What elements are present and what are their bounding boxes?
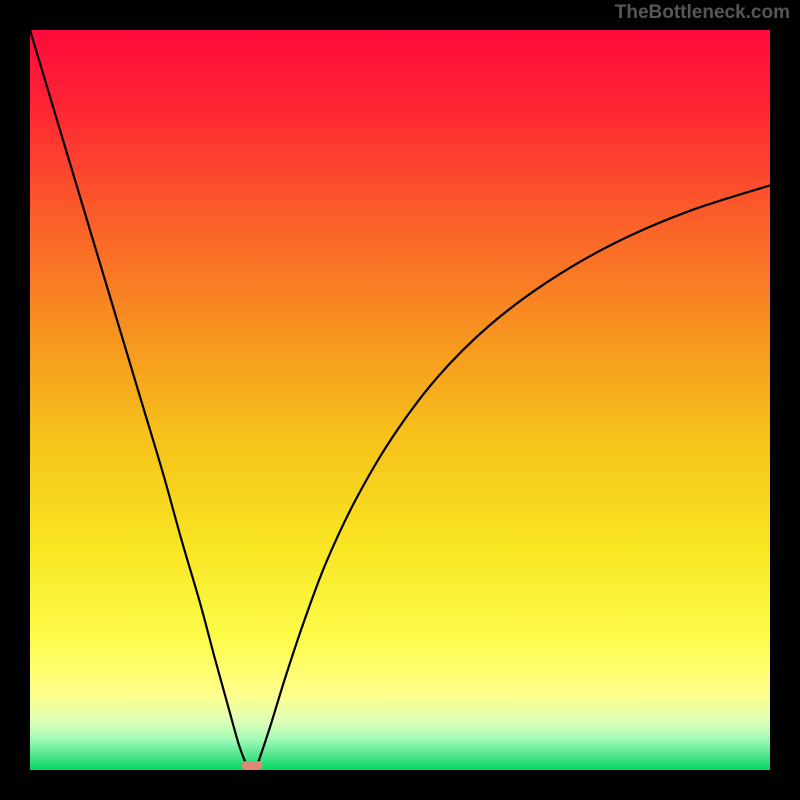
left-curve <box>30 30 249 770</box>
watermark-text: TheBottleneck.com <box>615 2 790 24</box>
right-curve <box>255 185 770 770</box>
curve-layer <box>30 30 770 770</box>
plot-area <box>30 30 770 770</box>
figure-root: TheBottleneck.com <box>0 0 800 800</box>
vertex-marker <box>242 761 263 770</box>
